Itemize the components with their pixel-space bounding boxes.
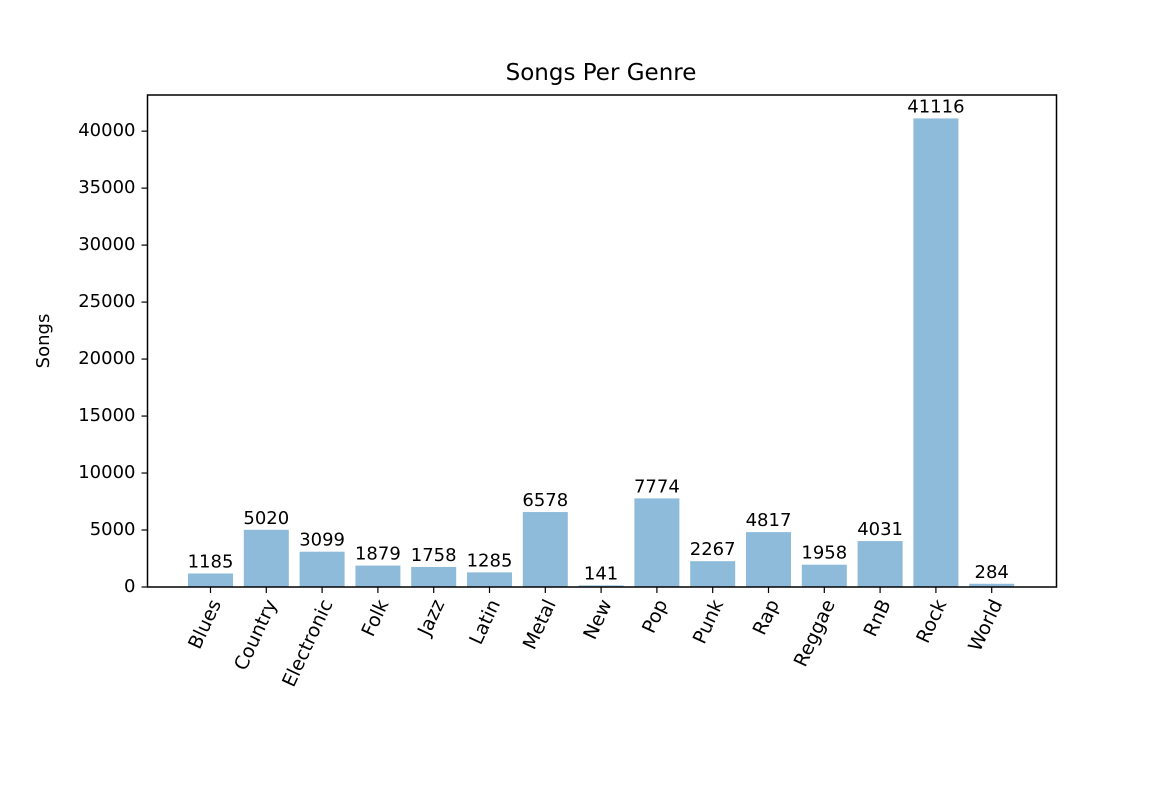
- value-label-punk: 2267: [690, 539, 736, 560]
- value-label-folk: 1879: [355, 544, 401, 565]
- bars-layer: [188, 118, 1015, 588]
- bar-country: [243, 529, 289, 587]
- value-label-jazz: 1758: [411, 545, 457, 566]
- bar-rnb: [857, 541, 903, 587]
- y-tick-label: 40000: [78, 120, 135, 141]
- value-label-metal: 6578: [522, 490, 568, 511]
- bar-rock: [913, 118, 959, 588]
- chart-title: Songs Per Genre: [506, 60, 697, 86]
- y-tick-label: 30000: [78, 234, 135, 255]
- value-label-rnb: 4031: [857, 519, 903, 540]
- y-tick-label: 5000: [90, 519, 136, 540]
- y-tick-label: 25000: [78, 291, 135, 312]
- bar-punk: [690, 561, 736, 587]
- bar-world: [969, 583, 1015, 587]
- y-tick-label: 20000: [78, 348, 135, 369]
- y-tick-label: 35000: [78, 177, 135, 198]
- y-tick-label: 0: [124, 576, 135, 597]
- value-label-rap: 4817: [746, 510, 792, 531]
- value-label-new: 141: [584, 563, 618, 584]
- bar-reggae: [801, 564, 847, 587]
- bar-blues: [188, 573, 233, 587]
- bar-metal: [522, 512, 568, 587]
- y-axis-label: Songs: [33, 314, 54, 369]
- value-label-country: 5020: [243, 508, 289, 529]
- value-label-rock: 41116: [907, 96, 964, 117]
- y-axis: 0 5000 10000 15000 20000 25000 30000 35000 40000: [78, 120, 148, 597]
- bar-electronic: [299, 551, 345, 587]
- value-label-blues: 1185: [188, 551, 234, 572]
- bar-folk: [355, 565, 401, 587]
- bar-jazz: [411, 566, 457, 587]
- bar-pop: [634, 498, 680, 587]
- value-label-electronic: 3099: [299, 530, 345, 551]
- bar-latin: [467, 572, 512, 587]
- value-label-pop: 7774: [634, 476, 680, 497]
- value-label-world: 284: [975, 562, 1009, 583]
- value-label-latin: 1285: [467, 550, 513, 571]
- value-label-reggae: 1958: [801, 543, 847, 564]
- y-tick-label: 15000: [78, 405, 135, 426]
- value-labels-layer: 1185 5020 3099 1879 1758 1285 6578 141 7774 2267 4…: [188, 96, 1009, 584]
- bar-rap: [746, 532, 791, 587]
- y-tick-label: 10000: [78, 462, 135, 483]
- bar-new: [578, 585, 624, 587]
- plot-frame: [146, 94, 1058, 588]
